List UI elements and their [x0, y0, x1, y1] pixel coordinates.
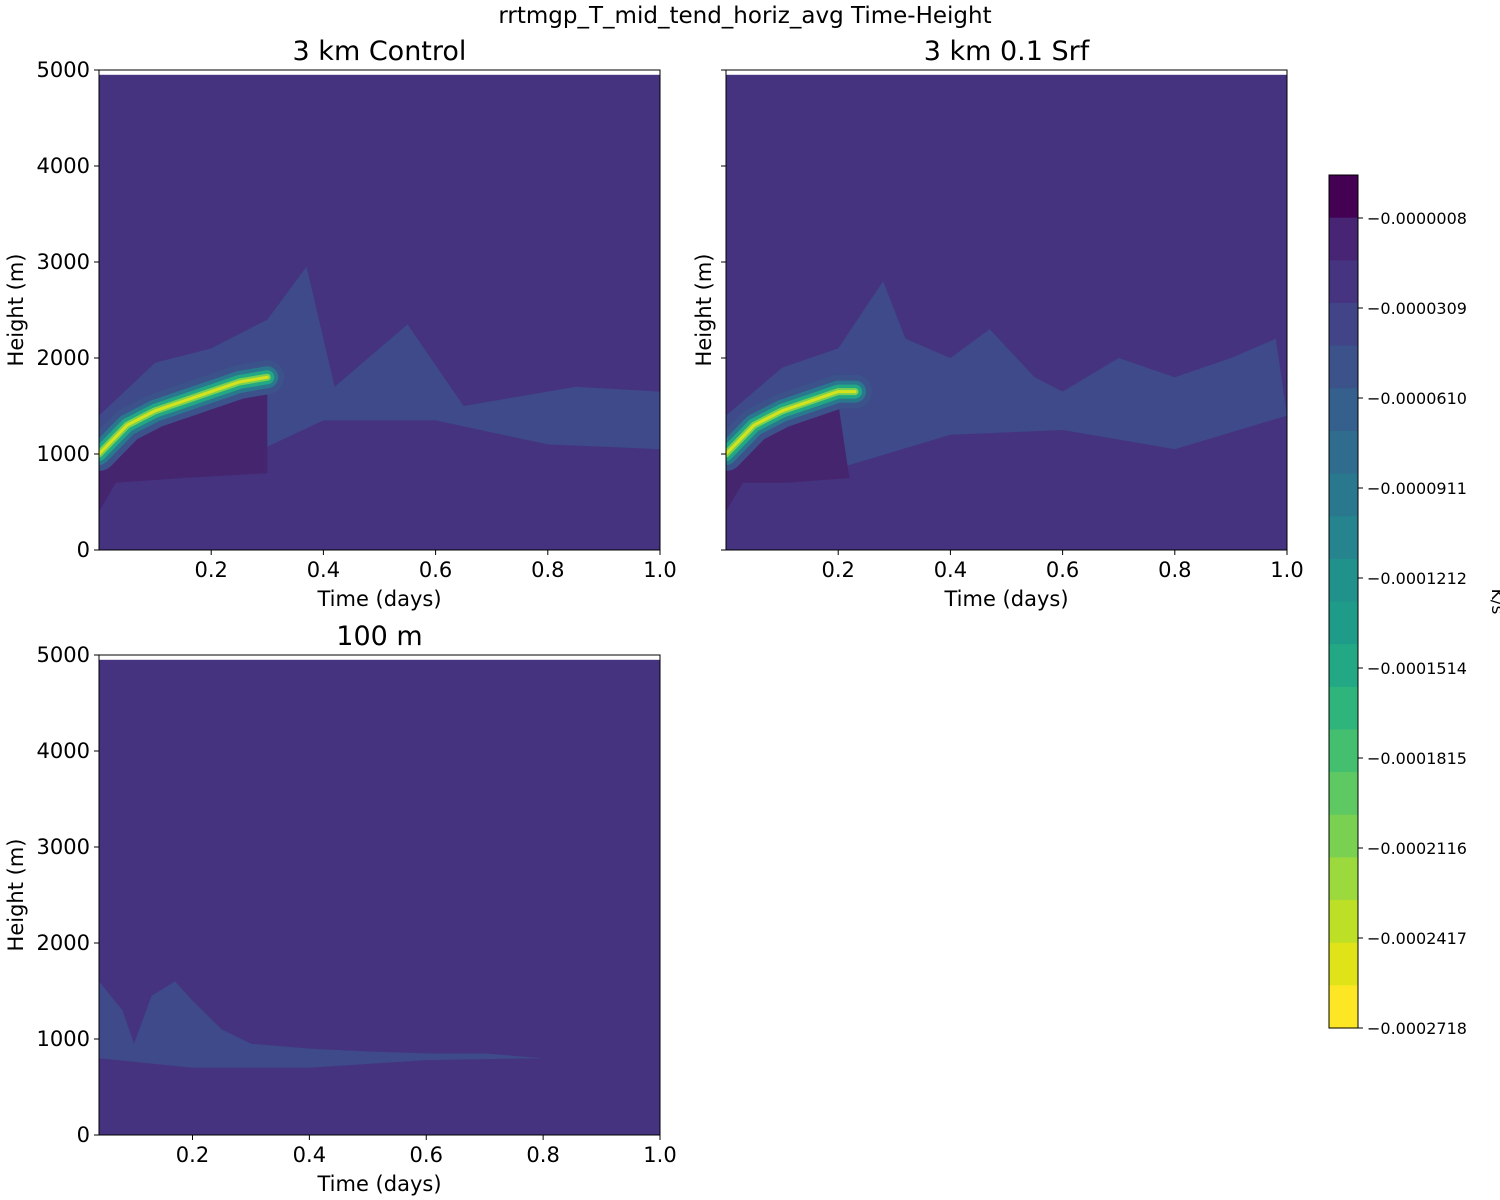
colorbar-level	[1329, 175, 1358, 219]
heatmap-field	[99, 74, 660, 550]
colorbar-label: K/s	[1487, 589, 1500, 615]
colorbar-level	[1329, 729, 1358, 773]
axes-frame	[98, 654, 661, 1136]
x-tick-label: 1.0	[1270, 558, 1303, 582]
colorbar-level	[1329, 217, 1358, 261]
colorbar-level	[1329, 516, 1358, 560]
x-tick-label: 0.4	[293, 1143, 326, 1167]
y-tick-label: 5000	[37, 643, 90, 667]
y-tick-label: 1000	[37, 1027, 90, 1051]
colorbar-level	[1329, 302, 1358, 347]
colorbar-level	[1329, 985, 1358, 1029]
colorbar-level	[1329, 430, 1358, 475]
y-axis-label: Height (m)	[692, 254, 716, 367]
colorbar-level	[1329, 388, 1358, 432]
x-tick-label: 1.0	[643, 558, 676, 582]
colorbar-tick-label: −0.0000309	[1367, 299, 1467, 318]
deep-core	[726, 403, 850, 512]
deep-core	[99, 388, 268, 512]
y-tick-label: 2000	[37, 931, 90, 955]
y-tick-label: 5000	[37, 58, 90, 82]
panel-title: 3 km 0.1 Srf	[924, 36, 1091, 67]
x-tick-label: 0.2	[176, 1143, 209, 1167]
colorbar-frame	[1328, 174, 1359, 1029]
colorbar-level	[1329, 686, 1358, 731]
x-tick-label: 0.8	[526, 1143, 559, 1167]
colorbar-level	[1329, 857, 1358, 901]
colorbar-level	[1329, 814, 1358, 858]
heatmap-field	[99, 659, 660, 1135]
y-axis-label: Height (m)	[4, 254, 28, 367]
x-tick-label: 0.2	[821, 558, 854, 582]
heatmap-field	[726, 74, 1287, 550]
field-background	[99, 74, 660, 550]
y-tick-label: 4000	[37, 154, 90, 178]
x-axis-label: Time (days)	[316, 587, 441, 611]
colorbar-level	[1329, 260, 1358, 304]
x-tick-label: 0.4	[307, 558, 340, 582]
colorbar-tick-label: −0.0001815	[1367, 749, 1467, 768]
x-tick-label: 0.8	[1158, 558, 1191, 582]
axes-frame	[725, 69, 1288, 551]
colorbar-tick-label: −0.0001514	[1367, 659, 1467, 678]
colorbar-tick-label: −0.0002718	[1367, 1019, 1467, 1038]
ridge-level-5	[99, 375, 269, 456]
x-tick-label: 0.6	[419, 558, 452, 582]
colorbar-level	[1329, 345, 1358, 389]
figure-title: rrtmgp_T_mid_tend_horiz_avg Time-Height	[498, 3, 991, 29]
colorbar-tick-label: −0.0000911	[1367, 479, 1467, 498]
colorbar-level	[1329, 900, 1358, 944]
y-tick-label: 2000	[37, 346, 90, 370]
panel-1: 3 km Control 0.2 0.4 0.6 0.8 1.0 Time (days) 0 1…	[4, 36, 677, 611]
panel-title: 100 m	[336, 621, 422, 652]
axes-frame	[98, 69, 661, 551]
colorbar-level	[1329, 601, 1358, 645]
panel-3: 100 m 0.2 0.4 0.6 0.8 1.0 Time (days) 0 1000 2000…	[4, 621, 677, 1196]
y-tick-label: 0	[77, 538, 90, 562]
colorbar-level	[1329, 558, 1358, 603]
colorbar-tick-label: −0.0001212	[1367, 569, 1467, 588]
y-axis-label: Height (m)	[4, 839, 28, 952]
x-tick-label: 0.6	[410, 1143, 443, 1167]
colorbar-level	[1329, 772, 1358, 816]
colorbar: −0.0000008 −0.0000309 −0.0000610 −0.0000911…	[1328, 174, 1500, 1038]
panel-title: 3 km Control	[293, 36, 467, 67]
colorbar-tick-label: −0.0002417	[1367, 929, 1467, 948]
x-axis-label: Time (days)	[943, 587, 1068, 611]
colorbar-level	[1329, 942, 1358, 986]
x-tick-label: 1.0	[643, 1143, 676, 1167]
y-tick-label: 1000	[37, 442, 90, 466]
colorbar-tick-label: −0.0002116	[1367, 839, 1467, 858]
y-tick-label: 3000	[37, 250, 90, 274]
colorbar-tick-label: −0.0000008	[1367, 209, 1467, 228]
x-tick-label: 0.2	[194, 558, 227, 582]
anomaly-band	[726, 281, 1287, 474]
colorbar-tick-label: −0.0000610	[1367, 389, 1467, 408]
colorbar-level	[1329, 473, 1358, 517]
ridge-level-5	[726, 390, 857, 456]
y-tick-label: 4000	[37, 739, 90, 763]
x-axis-label: Time (days)	[316, 1172, 441, 1196]
colorbar-level	[1329, 644, 1358, 688]
x-tick-label: 0.6	[1046, 558, 1079, 582]
x-tick-label: 0.8	[531, 558, 564, 582]
y-tick-label: 0	[77, 1123, 90, 1147]
y-tick-label: 3000	[37, 835, 90, 859]
anomaly-band	[99, 981, 544, 1068]
x-tick-label: 0.4	[934, 558, 967, 582]
panel-2: 3 km 0.1 Srf 0.2 0.4 0.6 0.8 1.0 Time (days) He…	[692, 36, 1304, 611]
